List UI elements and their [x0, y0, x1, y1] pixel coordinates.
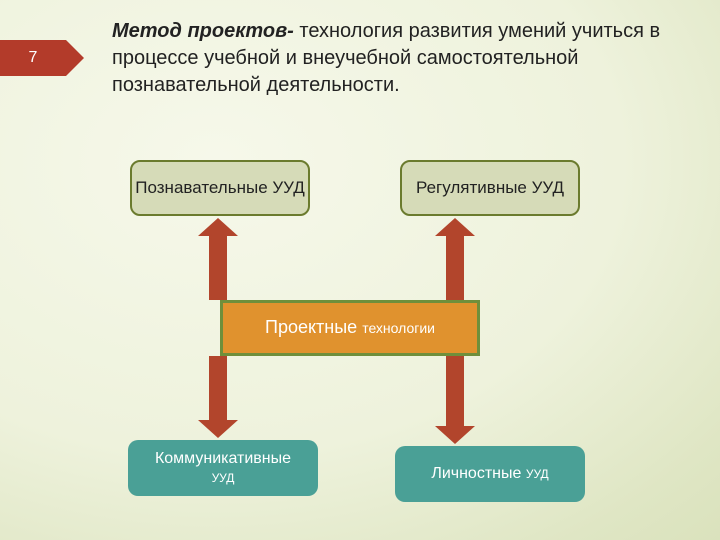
page-number: 7 — [0, 40, 66, 76]
node-regulatory: Регулятивные УУД — [400, 160, 580, 216]
node-project-tech: Проектные технологии — [220, 300, 480, 356]
badge-arrow-tip — [66, 40, 84, 76]
page-number-badge: 7 — [0, 40, 84, 76]
node-personal: Личностные УУД — [395, 446, 585, 502]
node-communicative: Коммуникативные УУД — [128, 440, 318, 496]
slide-title: Метод проектов- технология развития умен… — [112, 18, 680, 99]
title-bold: Метод проектов- — [112, 20, 294, 42]
node-cognitive: Познавательные УУД — [130, 160, 310, 216]
